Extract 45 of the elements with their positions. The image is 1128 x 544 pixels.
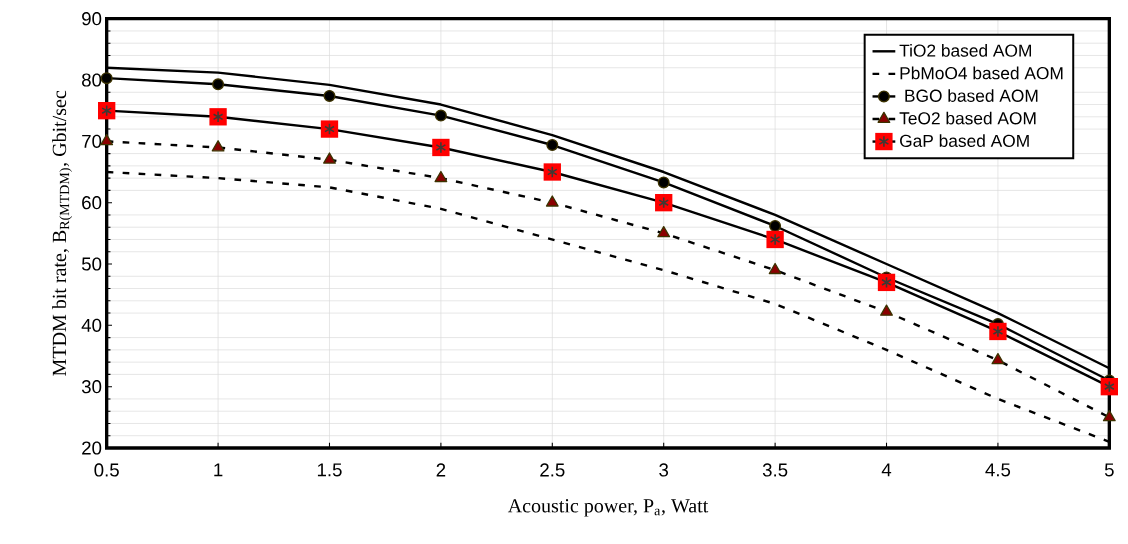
y-tick-label: 70 <box>82 134 102 148</box>
y-tick-label: 90 <box>82 12 102 26</box>
point <box>769 219 782 232</box>
point <box>323 89 336 102</box>
x-tick-label: 2 <box>436 463 446 477</box>
point <box>657 176 670 189</box>
x-tick-label: 5 <box>1104 463 1114 477</box>
x-tick-label: 4.5 <box>985 463 1011 477</box>
x-tick-label: 2.5 <box>540 463 565 477</box>
x-tick-label: 1 <box>214 463 223 477</box>
y-tick-label: 80 <box>82 73 102 87</box>
point <box>1102 410 1116 422</box>
point <box>211 140 225 152</box>
x-tick-label: 4 <box>881 463 892 477</box>
point <box>434 170 448 183</box>
point <box>768 262 782 275</box>
point <box>323 152 336 164</box>
y-tick-label: 20 <box>82 441 102 455</box>
point <box>655 194 673 212</box>
point <box>1100 378 1118 396</box>
point <box>212 78 225 91</box>
x-tick-label: 3 <box>659 463 669 477</box>
x-axis-title: Acoustic power, P$_{a}$, Watt <box>507 499 709 517</box>
point <box>434 109 447 122</box>
legend-label: TeO2 based AOM <box>899 111 1036 125</box>
legend-label: GaP based AOM <box>900 134 1029 147</box>
legend-label: PbMoO4 based AOM <box>900 66 1063 80</box>
y-tick-label: 40 <box>81 318 102 332</box>
x-tick-label: 0.5 <box>94 463 119 477</box>
y-tick-label: 60 <box>82 196 102 210</box>
x-tick-label: 1.5 <box>317 463 342 477</box>
y-tick-label: 50 <box>81 257 102 271</box>
y-tick-label: 30 <box>81 380 102 394</box>
point <box>320 120 339 138</box>
legend-label: BGO based AOM <box>905 89 1038 102</box>
point <box>880 304 893 316</box>
point <box>546 139 559 152</box>
y-axis-title: MTDM bit rate, B$_{R(MTDM)}$, Gbit/sec <box>52 90 73 376</box>
point <box>991 352 1005 365</box>
point <box>657 226 671 238</box>
point <box>545 195 559 207</box>
legend-label: TiO2 based AOM <box>899 44 1031 57</box>
x-tick-label: 3.5 <box>762 463 788 477</box>
point <box>543 163 561 181</box>
point <box>877 273 896 292</box>
